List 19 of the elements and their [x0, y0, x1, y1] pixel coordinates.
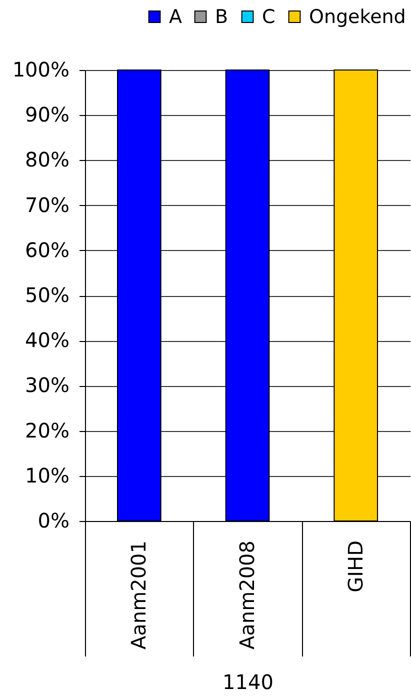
y-tick-label: 80% — [25, 148, 70, 172]
y-tick-label: 10% — [25, 463, 70, 488]
legend-label: Ongekend — [309, 6, 406, 28]
y-tick-label: 70% — [25, 192, 70, 217]
y-tick-label: 0% — [38, 508, 70, 532]
legend-label: C — [262, 6, 276, 28]
legend-label: B — [215, 6, 228, 28]
y-tick-label: 30% — [25, 373, 70, 398]
legend-label: A — [169, 6, 182, 28]
y-tick-label: 90% — [25, 102, 70, 127]
x-axis-title: 1140 — [222, 670, 274, 694]
x-tick-label: Aanm2008 — [235, 540, 259, 650]
y-tick-label: 50% — [25, 283, 70, 307]
y-tick-label: 40% — [25, 328, 70, 352]
y-tick-label: 100% — [12, 58, 70, 82]
x-tick-label: GIHD — [343, 540, 368, 592]
y-tick-label: 20% — [25, 418, 70, 442]
y-tick-label: 60% — [25, 238, 70, 262]
x-tick-label: Aanm2001 — [126, 540, 151, 650]
